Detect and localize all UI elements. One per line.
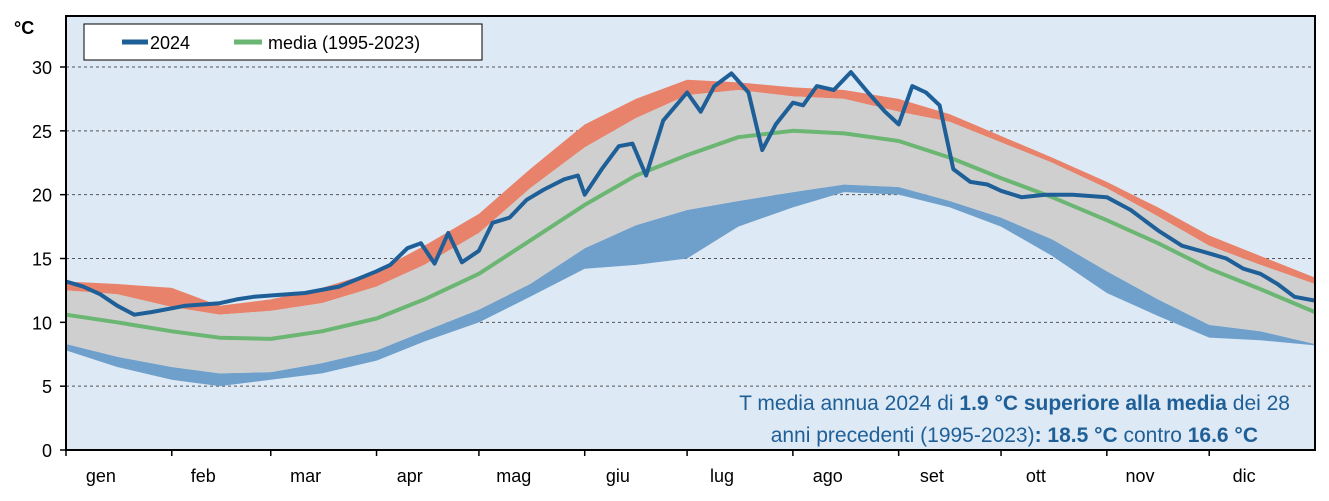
x-tick-label-ott: ott	[1026, 466, 1046, 486]
y-axis-unit: °C	[14, 18, 34, 38]
annotation-2c: contro	[1118, 424, 1188, 447]
x-tick-label-dic: dic	[1233, 466, 1256, 486]
y-tick-label-5: 5	[42, 377, 52, 397]
annotation: T media annua 2024 di 1.9 °C superiore a…	[739, 392, 1290, 447]
annotation-line-2: anni precedenti (1995-2023): 18.5 °C con…	[771, 424, 1258, 447]
series-media-line	[65, 128, 1316, 341]
plot-border	[65, 15, 1316, 451]
x-tick-label-feb: feb	[191, 466, 216, 486]
y-tick-label-20: 20	[32, 186, 52, 206]
series-lines	[65, 70, 1316, 341]
y-tick-label-25: 25	[32, 122, 52, 142]
y-tick-label-0: 0	[42, 441, 52, 461]
x-axis: gen feb mar apr mag giu lug ago set ott nov dic	[65, 450, 1256, 486]
legend: 2024 media (1995-2023)	[83, 23, 483, 61]
annotation-1b: 1.9 °C superiore alla media	[959, 392, 1227, 415]
range-bands	[66, 79, 1315, 387]
y-tick-label-30: 30	[32, 58, 52, 78]
x-tick-label-lug: lug	[710, 466, 734, 486]
band-above-normal	[66, 79, 1315, 315]
y-tick-label-15: 15	[32, 250, 52, 270]
x-tick-label-apr: apr	[397, 466, 423, 486]
x-tick-label-nov: nov	[1126, 466, 1155, 486]
x-tick-label-set: set	[920, 466, 944, 486]
x-tick-label-gen: gen	[86, 466, 116, 486]
annotation-1c: dei 28	[1227, 392, 1290, 415]
legend-label-media: media (1995-2023)	[268, 33, 420, 53]
x-tick-label-ago: ago	[813, 466, 843, 486]
y-tick-label-10: 10	[32, 313, 52, 333]
band-normal-range	[66, 89, 1315, 374]
band-below-normal	[66, 184, 1315, 387]
annotation-1a: T media annua 2024 di	[739, 392, 959, 415]
x-tick-label-giu: giu	[606, 466, 630, 486]
x-tick-label-mar: mar	[290, 466, 321, 486]
y-axis: 0 5 10 15 20 25 30	[32, 58, 66, 461]
x-tick-label-mag: mag	[496, 466, 531, 486]
annotation-2d: 16.6 °C	[1188, 424, 1258, 447]
annotation-2a: anni precedenti (1995-2023)	[771, 424, 1035, 447]
legend-box	[83, 23, 483, 61]
series-2024-line	[65, 70, 1316, 317]
annotation-2b: : 18.5 °C	[1035, 424, 1118, 447]
annotation-line-1: T media annua 2024 di 1.9 °C superiore a…	[739, 392, 1290, 415]
legend-label-2024: 2024	[150, 33, 190, 53]
